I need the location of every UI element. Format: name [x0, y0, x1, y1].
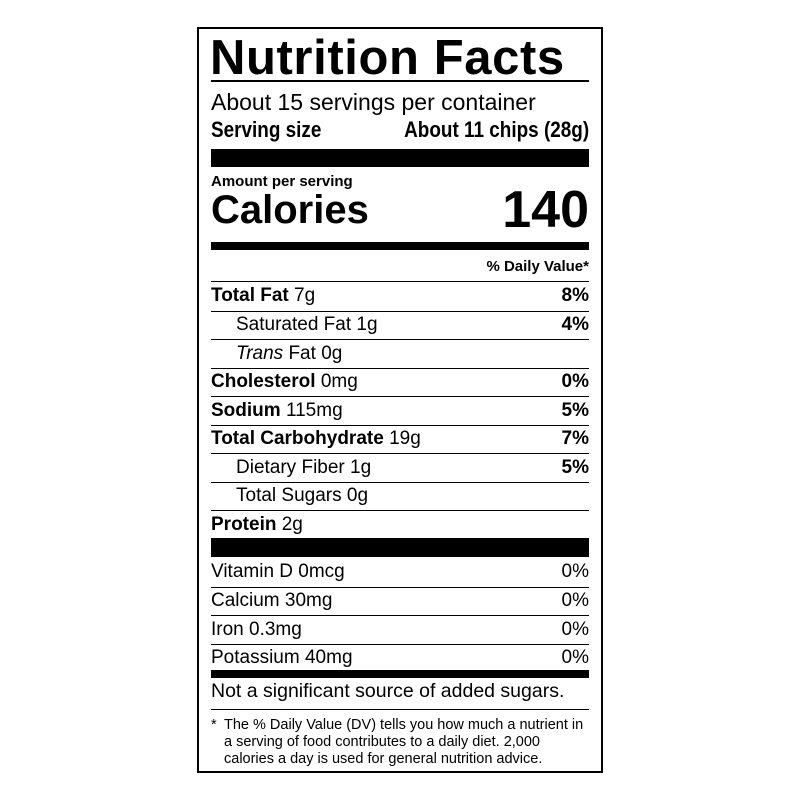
- vitamin-daily-value: 0%: [561, 561, 589, 583]
- nutrient-label: Sodium: [211, 399, 281, 421]
- nutrient-daily-value: 5%: [561, 399, 589, 421]
- serving-size-value: About 11 chips (28g): [403, 117, 589, 142]
- nutrition-facts-label: Nutrition Facts About 15 servings per co…: [197, 27, 603, 773]
- nutrient-row: Total Sugars 0g: [211, 481, 589, 511]
- daily-value-header: % Daily Value*: [486, 258, 589, 275]
- nutrient-amount: 7g: [294, 285, 316, 307]
- serving-size: Serving size About 11 chips (28g): [211, 117, 589, 143]
- nutrient-name: Protein 2g: [211, 514, 303, 536]
- nutrient-label: Trans: [236, 342, 284, 364]
- amount-per-serving: Amount per serving: [211, 173, 353, 190]
- nutrient-daily-value: 4%: [561, 314, 589, 336]
- footnote: * The % Daily Value (DV) tells you how m…: [211, 717, 589, 768]
- label-title: Nutrition Facts: [210, 31, 565, 85]
- nutrient-label: Cholesterol: [211, 371, 316, 393]
- thick-divider: [211, 538, 589, 557]
- nutrient-label: Total Fat: [211, 285, 289, 307]
- nutrient-name: Total Fat 7g: [211, 285, 315, 307]
- calories-row: Calories 140: [211, 181, 589, 239]
- nutrient-amount: 1g: [350, 456, 372, 478]
- nutrient-amount: 0mg: [320, 371, 358, 393]
- nutrient-row: Total Fat 7g 8%: [211, 282, 589, 311]
- nutrient-amount: 19g: [389, 428, 421, 450]
- vitamin-list: Vitamin D 0mcg 0% Calcium 30mg 0% Iron 0.3mg…: [211, 558, 589, 672]
- nutrient-name: Trans Fat 0g: [211, 343, 342, 365]
- vitamin-daily-value: 0%: [561, 590, 589, 612]
- nutrient-amount: 115mg: [285, 399, 343, 421]
- divider: [211, 281, 589, 282]
- nutrient-row: Saturated Fat 1g 4%: [211, 310, 589, 340]
- nutrient-row: Total Carbohydrate 19g 7%: [211, 424, 589, 454]
- vitamin-name: Potassium 40mg: [211, 647, 353, 669]
- nutrient-name: Total Sugars 0g: [211, 485, 368, 507]
- nutrient-name: Total Carbohydrate 19g: [211, 428, 421, 450]
- footnote-text: The % Daily Value (DV) tells you how muc…: [224, 717, 584, 767]
- nutrient-daily-value: 5%: [561, 456, 589, 478]
- nutrient-amount: 2g: [281, 513, 303, 535]
- nutrient-label: Saturated Fat: [236, 314, 352, 336]
- vitamin-row: Vitamin D 0mcg 0%: [211, 558, 589, 587]
- vitamin-name: Vitamin D 0mcg: [211, 561, 345, 583]
- nutrient-row: Trans Fat 0g: [211, 339, 589, 368]
- vitamin-name: Calcium 30mg: [211, 590, 333, 612]
- nutrient-row: Sodium 115mg 5%: [211, 396, 589, 425]
- nutrient-label: Dietary Fiber: [236, 456, 345, 478]
- nutrient-name: Dietary Fiber 1g: [211, 457, 371, 479]
- divider: [211, 709, 589, 710]
- nutrient-daily-value: 0%: [561, 371, 589, 393]
- nutrient-daily-value: 8%: [561, 285, 589, 307]
- nutrient-row: Dietary Fiber 1g 5%: [211, 453, 589, 482]
- nutrient-amount: 1g: [356, 314, 378, 336]
- vitamin-daily-value: 0%: [561, 647, 589, 669]
- divider: [211, 80, 589, 82]
- vitamin-row: Iron 0.3mg 0%: [211, 615, 589, 644]
- calories-value: 140: [502, 181, 589, 239]
- nutrient-list: Total Fat 7g 8% Saturated Fat 1g 4% Trans Fa…: [211, 282, 589, 539]
- nutrient-row: Protein 2g: [211, 510, 589, 539]
- medium-divider: [211, 242, 589, 250]
- nutrient-label: Protein: [211, 513, 277, 535]
- medium-divider: [211, 670, 589, 678]
- vitamin-daily-value: 0%: [561, 618, 589, 640]
- thick-divider: [211, 149, 589, 167]
- nutrient-name: Cholesterol 0mg: [211, 371, 358, 393]
- nutrient-label-suffix: Fat: [288, 342, 316, 364]
- nutrient-row: Cholesterol 0mg 0%: [211, 367, 589, 397]
- nutrient-name: Saturated Fat 1g: [211, 314, 378, 336]
- vitamin-row: Calcium 30mg 0%: [211, 586, 589, 616]
- vitamin-name: Iron 0.3mg: [211, 618, 302, 640]
- nutrient-amount: 0g: [321, 342, 343, 364]
- nutrient-label: Total Sugars: [236, 485, 342, 507]
- calories-label: Calories: [211, 188, 369, 232]
- nutrient-name: Sodium 115mg: [211, 400, 343, 422]
- vitamin-row: Potassium 40mg 0%: [211, 643, 589, 673]
- nutrient-amount: 0g: [346, 485, 369, 507]
- serving-size-label: Serving size: [211, 117, 322, 142]
- added-sugars-note: Not a significant source of added sugars…: [211, 680, 565, 702]
- footnote-star: *: [211, 717, 217, 733]
- nutrient-daily-value: 7%: [561, 428, 589, 450]
- nutrient-label: Total Carbohydrate: [211, 428, 384, 450]
- servings-per-container: About 15 servings per container: [211, 89, 536, 115]
